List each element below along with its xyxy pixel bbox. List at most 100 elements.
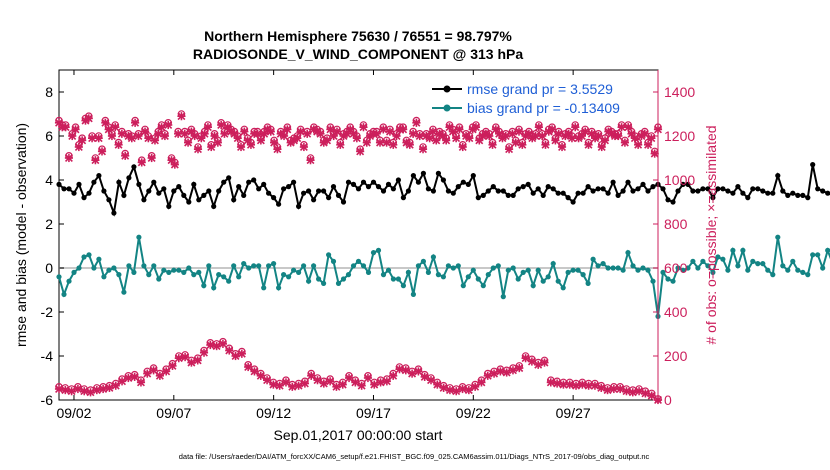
y-left-tick-label: 4 [45,172,53,188]
rmse-point [86,190,92,196]
y-left-tick-label: 6 [45,128,53,144]
obs-assimilated-marker [203,123,213,132]
y-left-tick-label: -4 [41,348,54,364]
obs-assimilated-marker [538,131,547,141]
obs-assimilated-marker [485,131,494,141]
y-left-tick-label: -6 [41,392,54,408]
rmse-point [251,177,257,183]
bias-point [350,263,357,269]
rmse-point [520,184,526,190]
obs-assimilated-marker [455,125,464,134]
bias-point [345,272,352,278]
rmse-point [146,188,152,194]
bias-point [800,269,806,275]
rmse-point [425,186,431,192]
bias-point [186,265,192,271]
rmse-point [495,188,501,194]
bias-point [410,291,416,297]
bias-point [211,285,217,291]
rmse-point [710,195,716,201]
obs-assimilated-marker [293,134,302,143]
rmse-point [715,186,721,192]
rmse-point [186,199,192,205]
rmse-point [490,184,496,190]
rmse-point [505,192,511,198]
obs-assimilated-marker [155,371,164,380]
legend-rmse-marker [443,85,451,93]
rmse-point [720,186,726,192]
axes-layer: 8 6 4 2 0 -2 -4 -6 1400 1200 1000 800 600 400 200 0 09/0… [41,70,695,421]
obs-assimilated-marker [256,371,265,380]
bias-point [420,258,426,264]
obs-assimilated-marker [279,131,289,141]
rmse-point [555,190,561,196]
rmse-point [780,188,786,194]
obs-assimilated-marker [78,136,87,145]
rmse-point [61,186,67,192]
rmse-point [405,188,411,194]
obs-assimilated-marker [233,134,242,143]
obs-assimilated-marker [554,129,563,138]
rmse-point [465,181,471,187]
obs-assimilated-marker [594,131,603,141]
bias-point [675,265,681,271]
obs-assimilated-marker [210,131,219,141]
rmse-point [610,179,616,185]
obs-assimilated-marker [213,138,222,147]
bias-point [735,263,741,269]
rmse-point [565,195,571,201]
obs-assimilated-marker [61,123,70,132]
bias-point [445,263,451,269]
bias-point [321,280,327,286]
obs-assimilated-marker [240,127,249,136]
rmse-point [785,192,791,198]
obs-assimilated-marker [521,354,530,363]
obs-assimilated-marker [266,127,275,136]
obs-assimilated-marker [628,388,637,397]
obs-assimilated-marker [61,386,70,395]
rmse-point [745,195,751,201]
rmse-point [765,190,771,196]
bias-point [231,263,237,269]
obs-assimilated-marker [131,118,140,127]
obs-assimilated-marker [578,380,587,389]
rmse-point [71,190,77,196]
bias-point [625,250,631,256]
obs-assimilated-marker [150,136,160,145]
legend-bias-label: bias grand pr = -0.13409 [467,100,620,116]
obs-assimilated-marker [147,153,156,163]
obs-assimilated-marker [418,145,428,154]
rmse-point [755,186,761,192]
bias-point [820,265,826,271]
rmse-point [340,199,347,205]
rmse-point [56,181,62,187]
bias-point [815,252,821,258]
rmse-point [585,184,591,190]
rmse-point [231,197,237,203]
obs-assimilated-marker [617,123,626,132]
bias-point [715,254,721,260]
obs-assimilated-marker [614,131,623,141]
obs-assimilated-marker [281,378,291,387]
obs-assimilated-marker [471,123,481,132]
bias-point [650,278,656,284]
rmse-point [615,192,621,198]
rmse-point [630,188,636,194]
x-tick-label: 09/22 [456,405,491,421]
bias-point [141,263,147,269]
bias-point [306,278,312,284]
obs-assimilated-marker [137,158,146,167]
obs-assimilated-marker [581,127,590,136]
bias-point [550,261,556,267]
rmse-point [370,179,377,185]
rmse-point [81,195,87,201]
bias-point [425,269,431,275]
y-left-tick-label: -2 [41,304,54,320]
bias-point [221,274,227,280]
obs-assimilated-marker [121,151,130,160]
rmse-point [740,190,746,196]
obs-assimilated-marker [382,138,391,147]
rmse-point [261,181,267,187]
rmse-point [595,186,601,192]
bias-point [246,265,252,271]
